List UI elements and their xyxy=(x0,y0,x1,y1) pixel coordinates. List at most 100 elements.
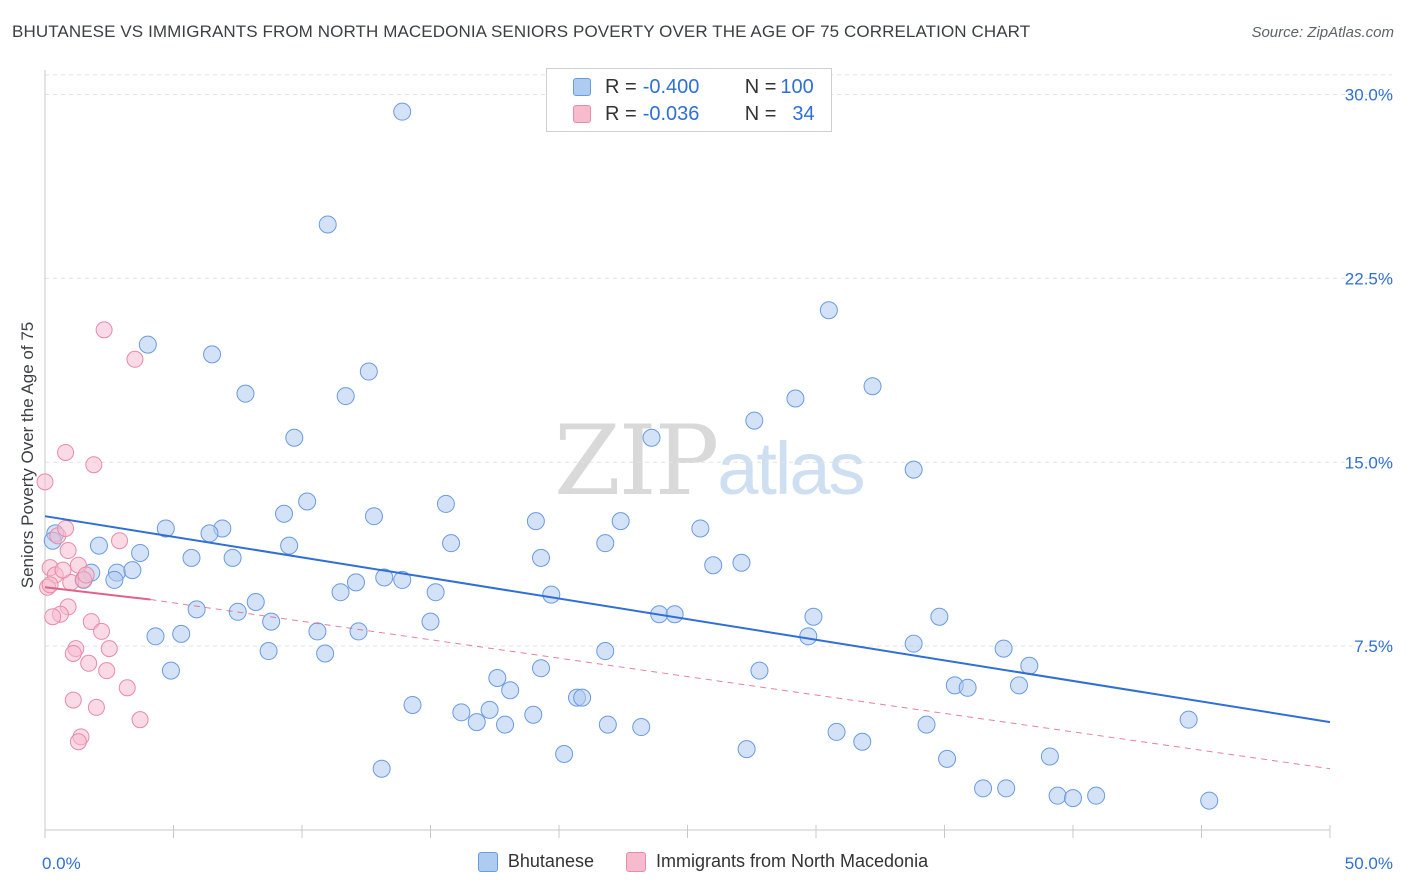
bhutanese-point xyxy=(1087,786,1106,805)
bhutanese-point xyxy=(994,639,1013,658)
bhutanese-point xyxy=(200,524,219,543)
y-tick-label: 15.0% xyxy=(1345,453,1393,472)
bhutanese-point xyxy=(611,512,630,531)
bhutanese-point xyxy=(442,534,461,553)
bhutanese-point xyxy=(488,669,507,687)
bhutanese-point xyxy=(642,428,661,447)
bhutanese-point xyxy=(542,585,561,604)
series-legend-label: Immigrants from North Macedonia xyxy=(655,851,929,871)
legend-swatch-blue xyxy=(573,78,591,96)
legend-n-value: 100 xyxy=(780,75,814,98)
bhutanese-point xyxy=(359,362,378,381)
series-legend-swatch-blue xyxy=(477,851,498,872)
bhutanese-point xyxy=(532,548,551,567)
bhutanese-point xyxy=(938,749,957,768)
north-macedonia-point xyxy=(57,519,75,537)
north-macedonia-point xyxy=(82,613,100,631)
legend-n-value: 34 xyxy=(792,102,815,125)
x-tick-label-min: 0.0% xyxy=(42,854,81,873)
bhutanese-point xyxy=(863,377,882,396)
bhutanese-point xyxy=(346,573,365,592)
north-macedonia-point xyxy=(54,561,72,579)
series-legend-label: Bhutanese xyxy=(507,851,594,871)
bhutanese-point xyxy=(704,556,723,575)
bhutanese-point xyxy=(930,607,949,626)
trend-lines xyxy=(44,515,1331,770)
north-macedonia-point xyxy=(100,640,118,658)
bhutanese-point xyxy=(364,507,383,526)
legend-r-value: -0.036 xyxy=(642,102,700,125)
bhutanese-point xyxy=(123,561,142,580)
bhutanese-point xyxy=(596,642,615,661)
bhutanese-point xyxy=(105,570,124,589)
y-tick-label: 30.0% xyxy=(1345,86,1393,105)
north-macedonia-point xyxy=(126,350,144,368)
y-tick-label: 7.5% xyxy=(1354,637,1393,656)
bhutanese-point xyxy=(146,627,165,646)
north-macedonia-point xyxy=(44,608,62,626)
bhutanese-point xyxy=(426,583,445,602)
bhutanese-point xyxy=(958,678,977,697)
bhutanese-point xyxy=(223,548,242,567)
legend-swatch-pink xyxy=(573,105,591,123)
legend-n-label: N = xyxy=(744,102,777,125)
north-macedonia-point xyxy=(64,691,82,709)
bhutanese-point xyxy=(853,732,872,751)
tick-labels: 7.5% 15.0% 22.5% 30.0% 0.0% 50.0% xyxy=(42,86,1393,873)
bhutanese-point xyxy=(555,745,574,763)
bhutanese-point xyxy=(997,779,1016,798)
bhutanese-point xyxy=(138,335,157,354)
bhutanese-point xyxy=(316,644,335,663)
bhutanese-trend-line xyxy=(44,515,1331,724)
bhutanese-point xyxy=(182,548,201,567)
north-macedonia-point xyxy=(93,622,111,640)
series-legend-swatch-pink xyxy=(625,851,646,872)
bhutanese-point xyxy=(131,543,150,562)
bhutanese-point xyxy=(665,605,684,624)
axis-layer xyxy=(44,70,1331,838)
bhutanese-point xyxy=(974,779,993,798)
bhutanese-point xyxy=(524,705,543,724)
north-macedonia-point xyxy=(64,644,82,662)
chart-title: BHUTANESE VS IMMIGRANTS FROM NORTH MACED… xyxy=(12,22,1031,41)
bhutanese-point xyxy=(89,536,108,555)
bhutanese-point xyxy=(496,715,515,734)
y-tick-label: 22.5% xyxy=(1345,269,1393,288)
bhutanese-point xyxy=(750,661,769,680)
bhutanese-point xyxy=(1179,710,1198,729)
bhutanese-point xyxy=(1020,656,1039,675)
bhutanese-point xyxy=(161,661,180,680)
north-macedonia-points xyxy=(36,321,149,751)
source-label: Source: ZipAtlas.com xyxy=(1251,24,1394,41)
north-macedonia-point xyxy=(118,679,136,697)
north-macedonia-point xyxy=(111,532,129,550)
watermark-zip: ZIP xyxy=(554,405,719,517)
north-macedonia-point xyxy=(41,576,59,594)
bhutanese-point xyxy=(156,519,175,538)
bhutanese-point xyxy=(827,722,846,741)
bhutanese-point xyxy=(480,700,499,719)
legend-r-label: R = xyxy=(605,75,637,98)
bhutanese-point xyxy=(318,215,337,234)
bhutanese-point xyxy=(691,519,710,538)
bhutanese-point xyxy=(804,607,823,626)
north-macedonia-trend-solid xyxy=(44,586,151,601)
bhutanese-point xyxy=(632,718,651,737)
north-macedonia-trend-dashed xyxy=(150,599,1331,770)
bhutanese-point xyxy=(799,627,818,646)
legend-r-value: -0.400 xyxy=(642,75,700,98)
bhutanese-points xyxy=(43,102,1219,810)
correlation-legend: R = -0.400 N = 100 R = -0.036 N = 34 xyxy=(546,68,832,132)
bhutanese-point xyxy=(285,428,304,447)
bhutanese-point xyxy=(421,612,440,631)
series-legend: Bhutanese Immigrants from North Macedoni… xyxy=(0,851,1406,872)
bhutanese-point xyxy=(904,634,923,653)
bhutanese-point xyxy=(786,389,805,408)
north-macedonia-point xyxy=(87,698,105,716)
bhutanese-point xyxy=(573,688,592,707)
north-macedonia-point xyxy=(85,456,103,474)
bhutanese-point xyxy=(298,492,317,511)
bhutanese-point xyxy=(403,695,422,714)
bhutanese-point xyxy=(596,534,615,553)
